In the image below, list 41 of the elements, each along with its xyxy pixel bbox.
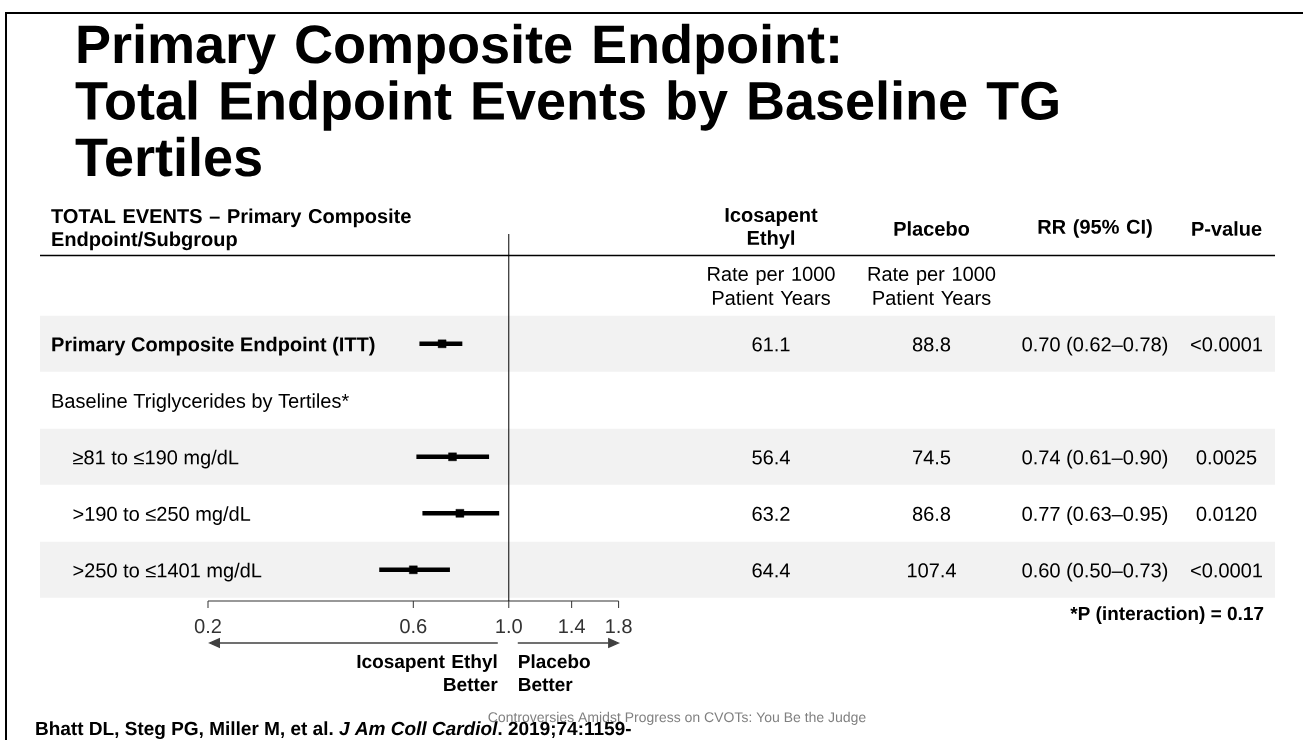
text: Icosapent Ethyl xyxy=(725,208,818,249)
chart-title: Primary Composite Endpoint: Total Endpoint Events by Baseline TG Tertiles xyxy=(75,23,1058,177)
text: 86.8 xyxy=(912,506,951,521)
text: 0.0120 xyxy=(1196,506,1257,521)
text: 74.5 xyxy=(913,450,951,465)
text: 64.4 xyxy=(752,563,790,578)
text: 107.4 xyxy=(908,563,956,578)
text: 88.8 xyxy=(912,337,951,352)
x-tick-label: 1.4 xyxy=(559,619,585,634)
text: 63.2 xyxy=(752,506,790,521)
text: Rate per 1000 Patient Years xyxy=(708,266,835,305)
y-axis-title: TOTAL EVENTS – Primary Composite Endpoint/Subgroup xyxy=(51,208,411,251)
y-tick-label: >250 to ≤1401 mg/dL xyxy=(73,562,262,582)
x-tick-label: 0.2 xyxy=(194,619,221,634)
data-label: 0.70 (0.62–0.78) xyxy=(1022,336,1168,356)
point xyxy=(448,452,457,462)
text: 0.0025 xyxy=(1196,450,1257,465)
text: <0.0001 xyxy=(1191,563,1262,578)
x-tick-label: 0.6 xyxy=(400,619,427,634)
text: P-value xyxy=(1192,221,1262,236)
y-tick-label: Primary Composite Endpoint (ITT) xyxy=(52,336,375,356)
y-tick-label: >190 to ≤250 mg/dL xyxy=(73,506,251,525)
text: Icosapent Ethyl Better xyxy=(357,654,498,692)
text: Placebo Better xyxy=(519,654,590,692)
data-label: 0.77 (0.63–0.95) xyxy=(1022,506,1168,525)
y-tick-label: Baseline Triglycerides by Tertiles* xyxy=(52,393,349,412)
x-tick-label: 1.8 xyxy=(606,619,632,634)
text: Placebo xyxy=(894,221,970,236)
point xyxy=(409,565,418,575)
text: Rate per 1000 Patient Years xyxy=(868,266,996,305)
data-label: 0.60 (0.50–0.73) xyxy=(1022,562,1168,582)
text: <0.0001 xyxy=(1191,337,1262,352)
text: *P (interaction) = 0.17 xyxy=(1070,606,1264,624)
point xyxy=(437,339,447,349)
x-tick-label: 1.0 xyxy=(496,619,522,634)
y-tick-label: ≥81 to ≤190 mg/dL xyxy=(73,449,239,469)
text: RR (95% CI) xyxy=(1038,219,1152,238)
point xyxy=(455,509,465,518)
data-label: 0.74 (0.61–0.90) xyxy=(1022,449,1168,469)
text: 56.4 xyxy=(752,450,790,465)
text: 61.1 xyxy=(752,337,790,352)
